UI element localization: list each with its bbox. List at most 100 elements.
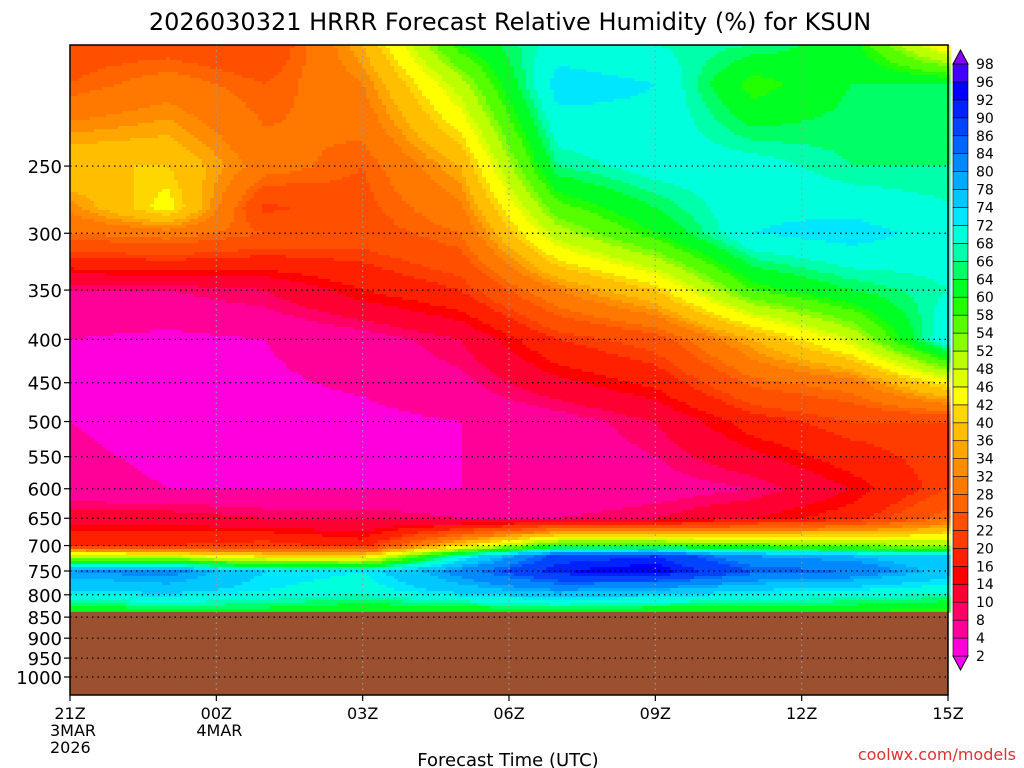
rh-cell — [86, 552, 91, 556]
rh-cell — [118, 51, 123, 55]
rh-cell — [74, 72, 79, 76]
rh-cell — [70, 381, 75, 385]
rh-cell — [82, 342, 87, 346]
rh-cell — [90, 57, 95, 61]
rh-cell — [110, 273, 115, 277]
rh-cell — [74, 582, 79, 586]
rh-cell — [106, 201, 111, 205]
rh-cell — [114, 423, 119, 427]
rh-cell — [74, 54, 79, 58]
rh-cell — [78, 249, 83, 253]
rh-cell — [86, 585, 91, 589]
rh-cell — [98, 51, 103, 55]
rh-cell — [110, 372, 115, 376]
rh-cell — [102, 435, 107, 439]
rh-cell — [114, 234, 119, 238]
rh-cell — [86, 207, 91, 211]
rh-cell — [98, 63, 103, 67]
rh-cell — [106, 57, 111, 61]
rh-cell — [86, 51, 91, 55]
rh-cell — [86, 543, 91, 547]
rh-cell — [86, 570, 91, 574]
rh-cell — [114, 273, 119, 277]
rh-cell — [70, 492, 75, 496]
rh-cell — [70, 432, 75, 436]
rh-cell — [86, 567, 91, 571]
rh-cell — [82, 447, 87, 451]
rh-cell — [98, 159, 103, 163]
rh-cell — [74, 126, 79, 130]
rh-cell — [94, 483, 99, 487]
rh-cell — [98, 162, 103, 166]
rh-cell — [106, 63, 111, 67]
rh-cell — [102, 45, 107, 49]
rh-cell — [114, 435, 119, 439]
rh-cell — [114, 255, 119, 259]
rh-cell — [110, 417, 115, 421]
rh-cell — [70, 414, 75, 418]
rh-cell — [94, 582, 99, 586]
rh-cell — [102, 462, 107, 466]
rh-cell — [98, 273, 103, 277]
rh-cell — [78, 420, 83, 424]
rh-cell — [82, 483, 87, 487]
rh-cell — [114, 558, 119, 562]
rh-cell — [74, 537, 79, 541]
rh-cell — [102, 141, 107, 145]
rh-cell — [82, 558, 87, 562]
rh-cell — [114, 453, 119, 457]
rh-cell — [78, 531, 83, 535]
rh-cell — [82, 507, 87, 511]
rh-cell — [90, 393, 95, 397]
rh-cell — [114, 327, 119, 331]
rh-cell — [110, 213, 115, 217]
rh-cell — [94, 531, 99, 535]
rh-cell — [98, 552, 103, 556]
rh-cell — [82, 135, 87, 139]
rh-cell — [90, 228, 95, 232]
rh-cell — [86, 399, 91, 403]
rh-cell — [110, 216, 115, 220]
rh-cell — [78, 447, 83, 451]
rh-cell — [74, 450, 79, 454]
rh-cell — [106, 399, 111, 403]
rh-cell — [110, 495, 115, 499]
rh-cell — [82, 189, 87, 193]
rh-cell — [70, 135, 75, 139]
rh-cell — [106, 531, 111, 535]
rh-cell — [94, 141, 99, 145]
rh-cell — [78, 297, 83, 301]
rh-cell — [82, 309, 87, 313]
rh-cell — [106, 372, 111, 376]
rh-cell — [82, 429, 87, 433]
rh-cell — [78, 399, 83, 403]
rh-cell — [82, 348, 87, 352]
rh-cell — [102, 153, 107, 157]
rh-cell — [102, 540, 107, 544]
rh-cell — [90, 249, 95, 253]
rh-cell — [98, 177, 103, 181]
rh-cell — [82, 324, 87, 328]
rh-cell — [70, 252, 75, 256]
rh-cell — [78, 603, 83, 607]
rh-cell — [114, 108, 119, 112]
rh-cell — [74, 555, 79, 559]
rh-cell — [90, 45, 95, 49]
rh-cell — [74, 468, 79, 472]
rh-cell — [106, 54, 111, 58]
rh-cell — [86, 231, 91, 235]
rh-cell — [90, 246, 95, 250]
rh-cell — [106, 333, 111, 337]
rh-cell — [102, 147, 107, 151]
rh-cell — [102, 258, 107, 262]
rh-cell — [98, 72, 103, 76]
rh-cell — [98, 294, 103, 298]
rh-cell — [82, 177, 87, 181]
rh-cell — [110, 570, 115, 574]
rh-cell — [110, 150, 115, 154]
rh-cell — [102, 306, 107, 310]
rh-cell — [102, 75, 107, 79]
rh-cell — [86, 450, 91, 454]
rh-cell — [82, 609, 87, 613]
rh-cell — [74, 474, 79, 478]
